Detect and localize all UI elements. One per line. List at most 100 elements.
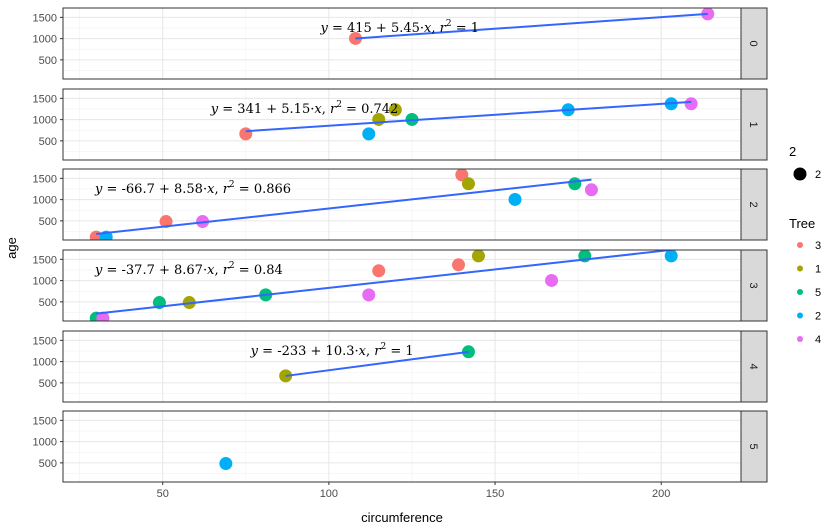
data-point — [362, 127, 376, 141]
y-tick-label: 1500 — [33, 415, 57, 427]
regression-line — [355, 12, 708, 40]
x-tick-label: 150 — [486, 488, 504, 500]
regression-line — [96, 178, 592, 236]
facet-strip-label: 4 — [747, 363, 759, 369]
legend-label-2: 2 — [815, 311, 821, 323]
data-point — [471, 250, 485, 263]
data-point — [461, 177, 475, 191]
panel-marks — [219, 457, 233, 471]
y-tick-label: 1000 — [33, 34, 57, 46]
x-tick-label: 100 — [320, 488, 338, 500]
facet-panel-2: 500 1000 1500 y = -66.7 + 8.58·x, r2 = 0.86… — [33, 168, 768, 241]
data-point — [219, 457, 233, 471]
regression-line — [285, 350, 469, 377]
data-point — [362, 288, 376, 302]
data-point — [684, 97, 698, 111]
facet-strip-label: 2 — [747, 201, 759, 207]
facet-strip — [740, 249, 768, 322]
y-tick-label: 1500 — [33, 93, 57, 105]
facet-strip — [740, 7, 768, 80]
legend-label-5: 5 — [815, 287, 821, 299]
y-tick-label: 500 — [39, 297, 57, 309]
y-tick-label: 500 — [39, 378, 57, 390]
panel-marks — [89, 250, 678, 321]
legend-color-entries: 3 1 5 2 4 — [797, 240, 821, 346]
gridlines — [63, 169, 741, 240]
legend-color-title: Tree — [789, 216, 815, 231]
facet-strip — [740, 168, 768, 241]
data-point — [568, 177, 582, 191]
regression-line — [245, 100, 692, 133]
data-point — [545, 273, 559, 287]
facet-panel-5: 500 1000 1500 5 — [33, 410, 768, 483]
x-tick-label: 50 — [157, 488, 169, 500]
data-point — [461, 345, 475, 359]
facet-strip-label: 1 — [747, 121, 759, 127]
legend-label-4: 4 — [815, 334, 821, 346]
legend-key-1 — [797, 265, 803, 272]
y-tick-label: 1000 — [33, 276, 57, 288]
panel-marks — [89, 169, 598, 240]
panel-background — [63, 250, 741, 321]
y-tick-label: 1000 — [33, 195, 57, 207]
legend: 2 2 Tree 3 1 5 2 4 — [789, 144, 821, 346]
regression-equation: y = 341 + 5.15·x, r2 = 0.742 — [210, 100, 399, 117]
y-axis-title: age — [4, 237, 19, 259]
facet-panel-4: 500 1000 1500 y = -233 + 10.3·x, r2 = 1 4 — [33, 330, 768, 403]
legend-size-label: 2 — [815, 169, 821, 181]
data-point — [584, 183, 598, 197]
regression-equation: y = -233 + 10.3·x, r2 = 1 — [250, 342, 414, 359]
legend-key-5 — [797, 289, 803, 295]
y-tick-label: 1500 — [33, 12, 57, 24]
panel-background — [63, 331, 741, 402]
data-point — [388, 103, 402, 117]
gridlines — [63, 89, 741, 160]
facet-panel-3: 500 1000 1500 y = -37.7 + 8.67·x, r2 = 0.84… — [33, 249, 768, 322]
y-tick-label: 500 — [39, 55, 57, 67]
gridlines — [63, 411, 741, 482]
regression-equation: y = -37.7 + 8.67·x, r2 = 0.84 — [94, 261, 283, 278]
gridlines — [63, 250, 741, 321]
facet-strip — [740, 88, 768, 161]
data-point — [239, 127, 253, 141]
data-point — [664, 250, 678, 263]
data-point — [452, 258, 465, 272]
legend-key-4 — [797, 336, 803, 342]
facet-panel-1: 500 1000 1500 y = 341 + 5.15·x, r2 = 0.742 1 — [33, 88, 768, 161]
regression-equation: y = -66.7 + 8.58·x, r2 = 0.866 — [94, 180, 291, 197]
y-tick-label: 500 — [39, 136, 57, 148]
panel-marks — [348, 8, 715, 45]
data-point — [372, 264, 386, 278]
x-axis-ticks: 50 100 150 200 — [157, 482, 670, 500]
regression-equation: y = 415 + 5.45·x, r2 = 1 — [319, 19, 479, 36]
data-point — [159, 215, 173, 229]
legend-key-2 — [797, 312, 803, 319]
facet-strip — [740, 330, 768, 403]
y-tick-label: 500 — [39, 458, 57, 470]
y-tick-label: 500 — [39, 216, 57, 228]
gridlines — [63, 8, 741, 79]
panel-background — [63, 169, 741, 240]
x-axis-title: circumference — [361, 510, 443, 525]
legend-label-1: 1 — [815, 264, 821, 276]
facet-strip-label: 5 — [747, 443, 759, 449]
facet-strip-label: 3 — [747, 282, 759, 288]
regression-line — [96, 250, 672, 315]
y-tick-label: 1000 — [33, 357, 57, 369]
data-point — [508, 192, 522, 206]
panel-marks — [239, 97, 698, 141]
legend-label-3: 3 — [815, 240, 821, 252]
panel-marks — [279, 345, 475, 383]
panel-background — [63, 411, 741, 482]
x-tick-label: 200 — [652, 488, 670, 500]
facet-strip-label: 0 — [747, 40, 759, 46]
panel-background — [63, 89, 741, 160]
y-tick-label: 1500 — [33, 335, 57, 347]
legend-key-3 — [797, 242, 803, 248]
facet-panel-0: 500 1000 1500 y = 415 + 5.45·x, r2 = 1 0 — [33, 7, 768, 80]
legend-size-key — [793, 167, 807, 181]
y-tick-label: 1000 — [33, 115, 57, 127]
legend-size-title: 2 — [789, 144, 796, 159]
